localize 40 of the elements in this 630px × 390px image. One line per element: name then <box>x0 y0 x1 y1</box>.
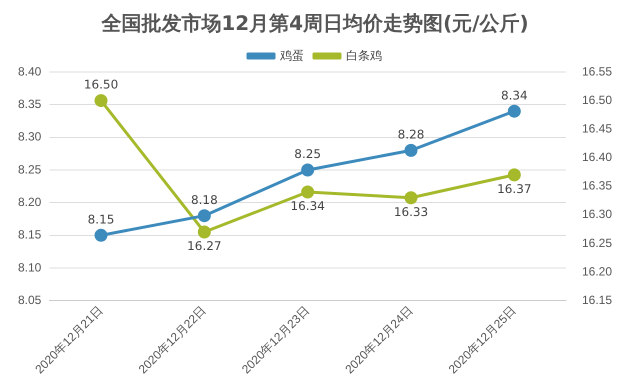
data-label: 8.15 <box>88 212 114 226</box>
y-tick-label: 8.05 <box>18 292 42 307</box>
y-tick-label: 8.25 <box>18 162 42 176</box>
y-tick-label: 8.15 <box>18 228 42 242</box>
y-tick-label: 8.20 <box>18 194 42 209</box>
y-tick-label: 8.30 <box>18 130 42 144</box>
point <box>404 191 418 204</box>
point <box>508 168 521 182</box>
data-label: 8.18 <box>190 192 218 207</box>
point <box>198 226 211 239</box>
y2-tick-label: 16.15 <box>582 292 612 307</box>
y2-tick-label: 16.40 <box>582 150 612 164</box>
data-label: 16.34 <box>290 199 325 214</box>
y-tick-label: 8.40 <box>18 64 42 78</box>
y2-tick-label: 16.45 <box>582 121 612 136</box>
legend-label: 白条鸡 <box>346 48 382 62</box>
data-label: 8.28 <box>398 128 424 142</box>
y2-tick-label: 16.35 <box>582 178 612 193</box>
point <box>301 163 314 176</box>
legend-label: 鸡蛋 <box>279 48 304 62</box>
point <box>404 144 418 157</box>
point <box>94 228 108 242</box>
data-label: 16.37 <box>497 182 532 196</box>
y2-tick-label: 16.30 <box>582 207 612 222</box>
y-tick-label: 8.10 <box>18 260 42 274</box>
point <box>508 104 521 118</box>
y2-tick-label: 16.50 <box>582 92 612 107</box>
point <box>198 209 211 222</box>
data-label: 16.50 <box>84 78 118 92</box>
data-label: 8.25 <box>294 147 322 162</box>
point <box>301 186 314 199</box>
data-label: 16.33 <box>394 204 428 219</box>
y2-tick-label: 16.55 <box>582 64 612 78</box>
y2-tick-label: 16.20 <box>582 264 612 278</box>
chart-title: 全国批发市场12月第4周日均价走势图(元/公斤) <box>100 10 530 37</box>
data-label: 16.27 <box>187 239 222 254</box>
data-label: 8.34 <box>500 88 528 102</box>
y-tick-label: 8.35 <box>18 96 42 111</box>
point <box>94 94 108 108</box>
y2-tick-label: 16.25 <box>582 236 612 250</box>
